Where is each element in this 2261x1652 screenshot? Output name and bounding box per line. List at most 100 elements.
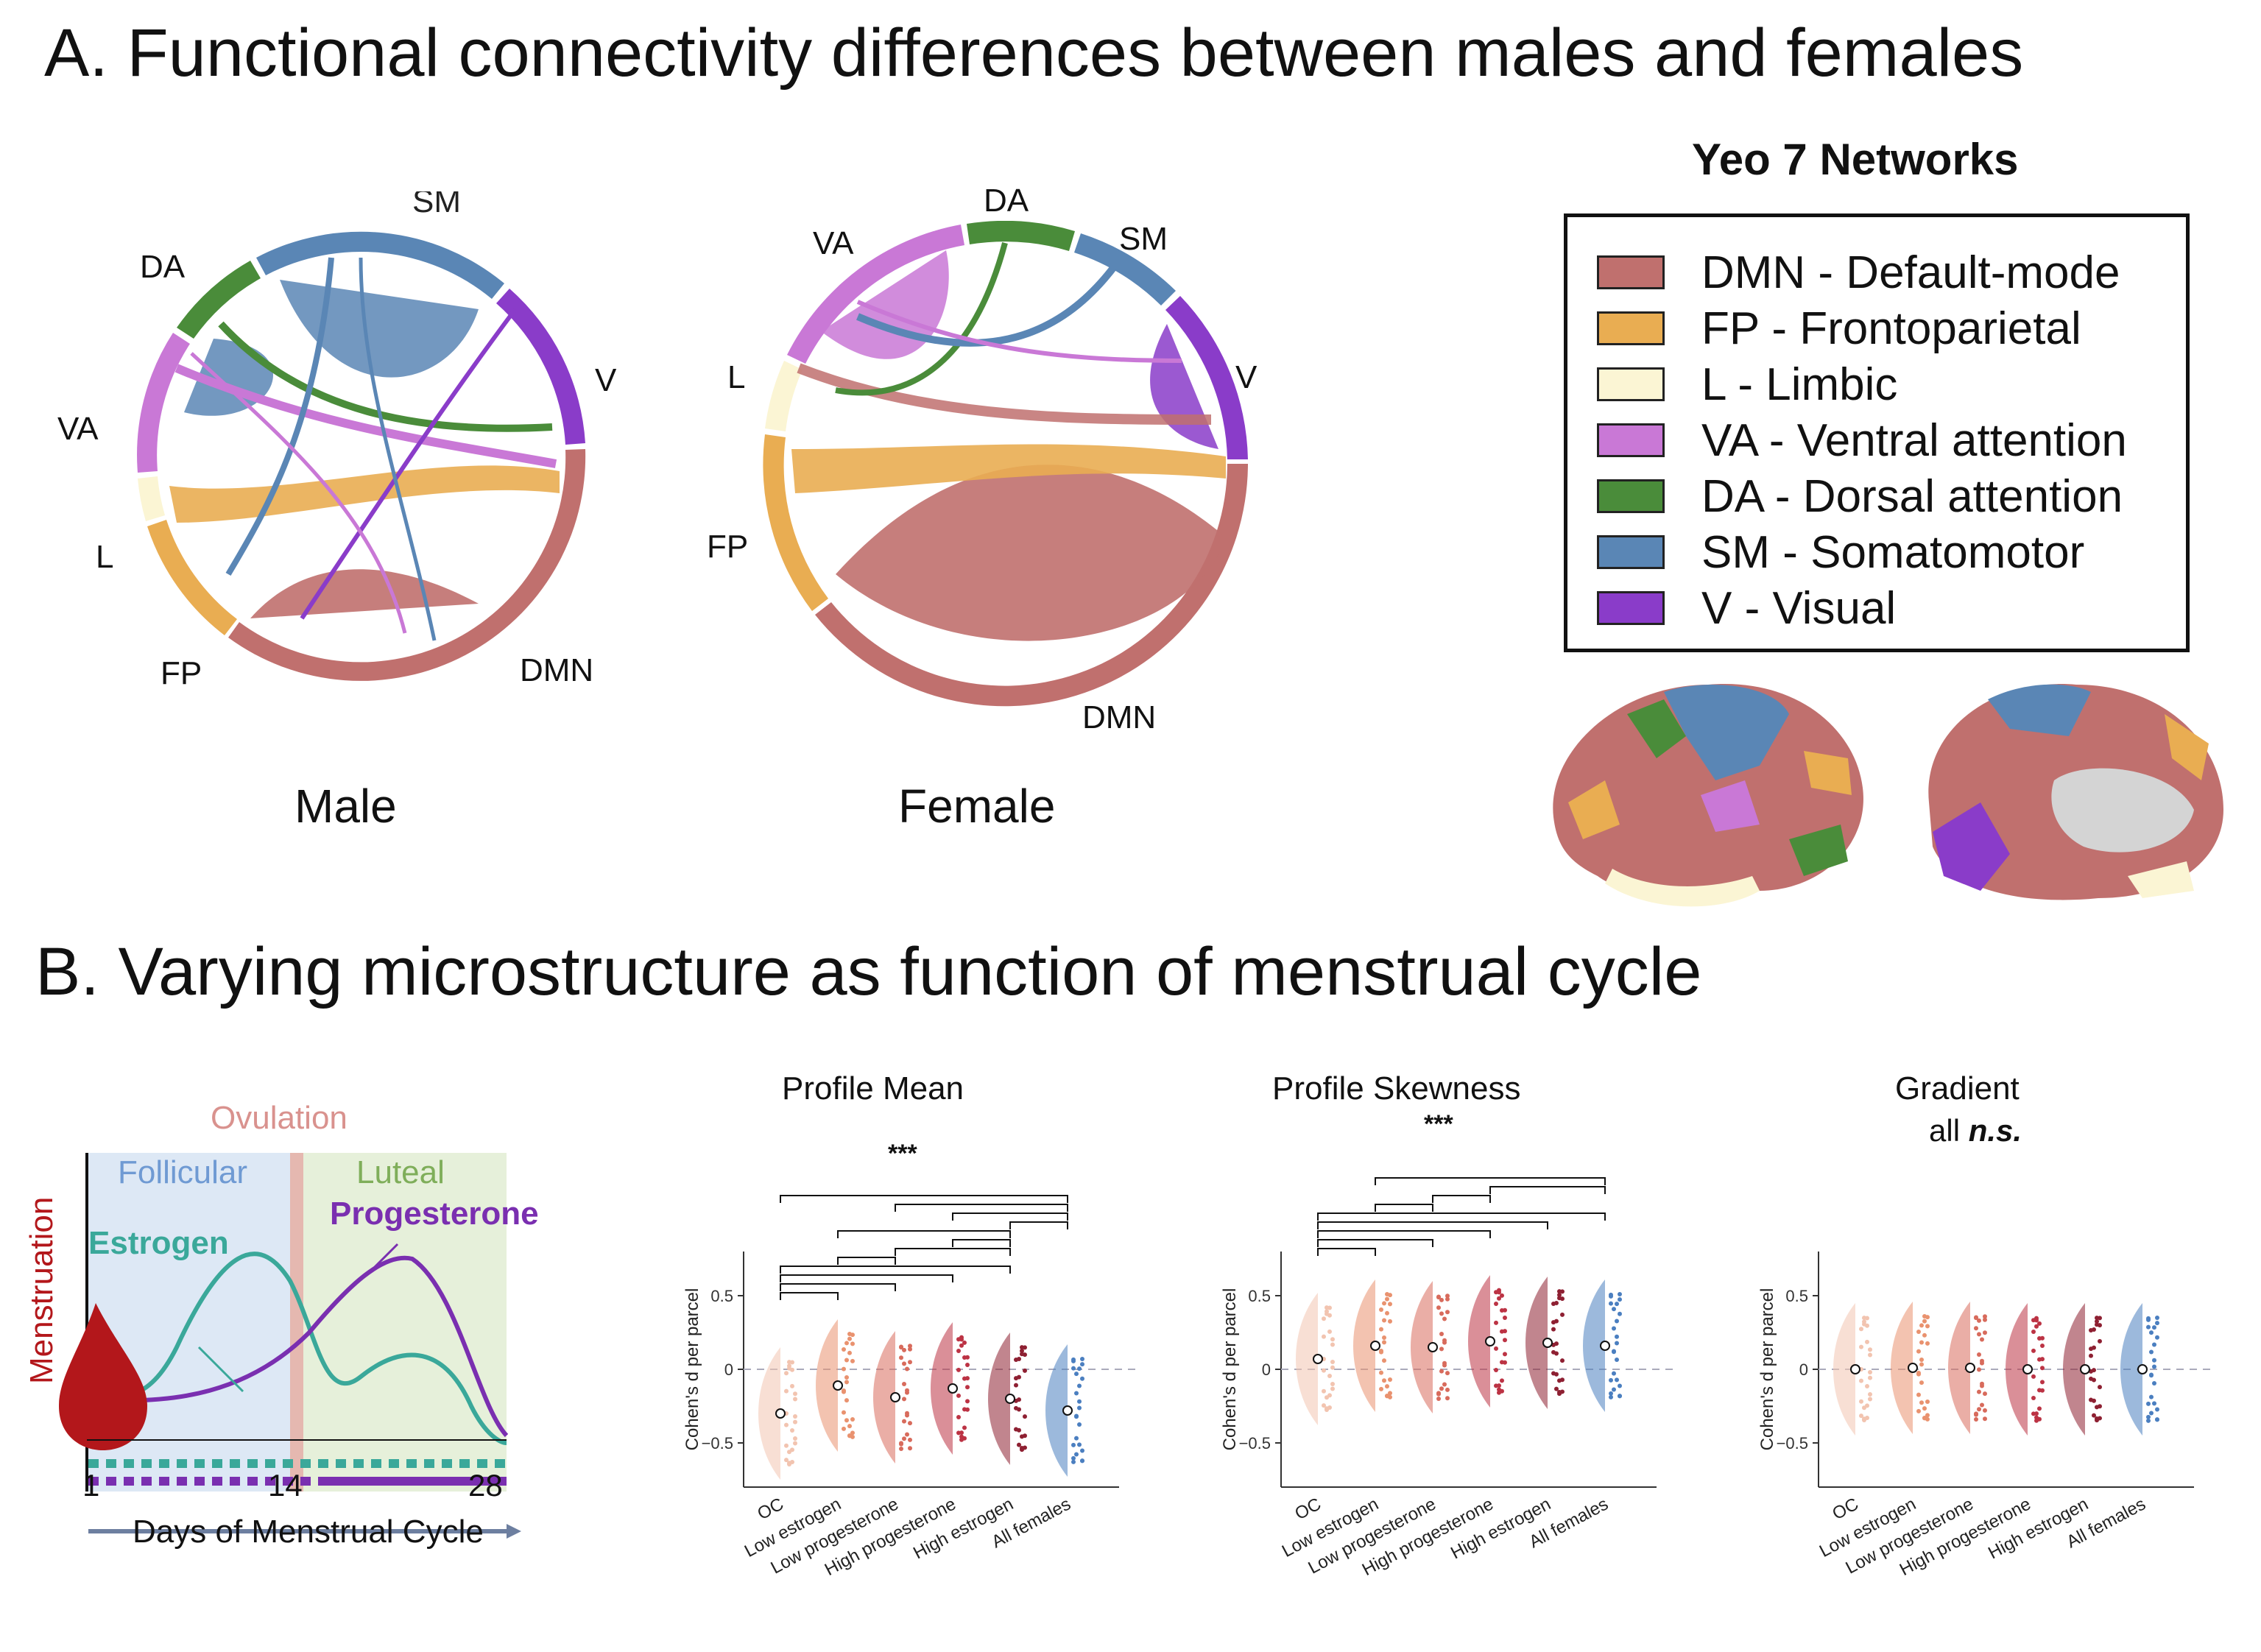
data-point xyxy=(842,1389,846,1394)
data-point xyxy=(1615,1302,1619,1307)
legend-item: SM - Somatomotor xyxy=(1597,526,2084,578)
data-point xyxy=(905,1388,909,1393)
data-point xyxy=(899,1441,903,1446)
data-point xyxy=(1865,1323,1869,1328)
category-label: OC xyxy=(754,1494,786,1524)
data-point xyxy=(1503,1307,1507,1313)
legend-label: DA - Dorsal attention xyxy=(1701,470,2123,522)
data-point xyxy=(1560,1312,1565,1317)
legend-label: SM - Somatomotor xyxy=(1701,526,2085,578)
data-point xyxy=(1494,1290,1498,1295)
violin-shape xyxy=(2006,1303,2028,1436)
data-point xyxy=(1014,1405,1018,1411)
day-14-tick: 14 xyxy=(268,1468,303,1503)
data-point xyxy=(1077,1366,1082,1372)
data-point xyxy=(1980,1337,1984,1342)
male-label-sm: SM xyxy=(412,191,461,219)
data-point xyxy=(1859,1413,1863,1419)
data-point xyxy=(1017,1374,1021,1380)
data-point xyxy=(1388,1302,1392,1307)
data-point xyxy=(1071,1442,1076,1447)
gradient-title: Gradient xyxy=(1895,1070,2020,1106)
data-point xyxy=(1862,1319,1866,1324)
data-point xyxy=(2098,1323,2102,1328)
violin-shape xyxy=(1411,1281,1433,1413)
mean-marker xyxy=(775,1408,786,1419)
category-label: OC xyxy=(1829,1494,1861,1524)
data-point xyxy=(1868,1347,1872,1352)
significance-bracket xyxy=(1432,1195,1491,1203)
male-label-dmn: DMN xyxy=(520,652,594,688)
data-point xyxy=(1322,1403,1326,1408)
menstrual-cycle-diagram xyxy=(59,1153,521,1539)
data-point xyxy=(842,1366,846,1372)
data-point xyxy=(2037,1406,2042,1411)
data-point xyxy=(1560,1296,1565,1302)
data-point xyxy=(959,1434,964,1439)
data-point xyxy=(793,1397,797,1402)
data-point xyxy=(1382,1318,1386,1323)
data-point xyxy=(1500,1293,1504,1298)
estrogen-label: Estrogen xyxy=(88,1225,229,1261)
data-point xyxy=(793,1436,797,1441)
mean-marker xyxy=(1428,1342,1438,1352)
data-point xyxy=(1859,1344,1863,1349)
significance-bracket xyxy=(1375,1204,1433,1212)
data-point xyxy=(965,1407,970,1412)
female-chord-diagram xyxy=(763,221,1248,707)
data-point xyxy=(1494,1320,1498,1325)
data-point xyxy=(908,1446,912,1451)
violin-shape xyxy=(1353,1279,1375,1412)
data-point xyxy=(1439,1297,1444,1302)
data-point xyxy=(959,1437,964,1442)
data-point xyxy=(1977,1389,1981,1394)
mean-marker xyxy=(890,1392,900,1402)
data-point xyxy=(1385,1394,1389,1399)
y-tick-label: 0.5 xyxy=(1248,1287,1271,1305)
legend-item: V - Visual xyxy=(1597,582,1896,634)
data-point xyxy=(1322,1316,1326,1321)
data-point xyxy=(1074,1436,1079,1441)
data-point xyxy=(2037,1357,2042,1362)
data-point xyxy=(1557,1391,1562,1397)
data-point xyxy=(899,1345,903,1350)
data-point xyxy=(1977,1367,1981,1372)
profile-skewness-significance: *** xyxy=(1424,1110,1453,1138)
data-point xyxy=(1439,1369,1444,1374)
data-point xyxy=(1436,1396,1441,1401)
y-tick-label: −0.5 xyxy=(1239,1434,1271,1452)
female-label-v: V xyxy=(1235,359,1258,395)
data-point xyxy=(1494,1346,1498,1351)
mean-marker xyxy=(1965,1363,1975,1373)
data-point xyxy=(1379,1327,1383,1332)
data-point xyxy=(1322,1334,1326,1339)
legend-swatch xyxy=(1597,479,1665,513)
data-point xyxy=(1494,1368,1498,1373)
data-point xyxy=(1324,1309,1329,1314)
mean-marker xyxy=(1005,1394,1015,1404)
data-point xyxy=(2040,1366,2045,1371)
data-point xyxy=(1080,1448,1084,1453)
data-point xyxy=(1327,1373,1332,1378)
y-tick-label: 0 xyxy=(1799,1360,1808,1379)
data-point xyxy=(793,1419,797,1425)
data-point xyxy=(1445,1293,1450,1299)
data-point xyxy=(959,1343,964,1348)
data-point xyxy=(1379,1349,1383,1355)
data-point xyxy=(1077,1422,1082,1427)
data-point xyxy=(899,1355,903,1360)
violin-shape xyxy=(1583,1279,1605,1412)
data-point xyxy=(850,1341,855,1346)
mean-marker xyxy=(2137,1364,2148,1374)
data-point xyxy=(1974,1416,1978,1422)
data-point xyxy=(1023,1433,1027,1439)
data-point xyxy=(793,1414,797,1419)
legend-label: FP - Frontoparietal xyxy=(1701,303,2081,354)
menstruation-label: Menstruation xyxy=(24,1196,60,1384)
data-point xyxy=(784,1371,789,1376)
data-point xyxy=(1388,1319,1392,1324)
mean-marker xyxy=(1850,1364,1860,1374)
legend-swatch xyxy=(1597,535,1665,569)
data-point xyxy=(784,1388,789,1394)
